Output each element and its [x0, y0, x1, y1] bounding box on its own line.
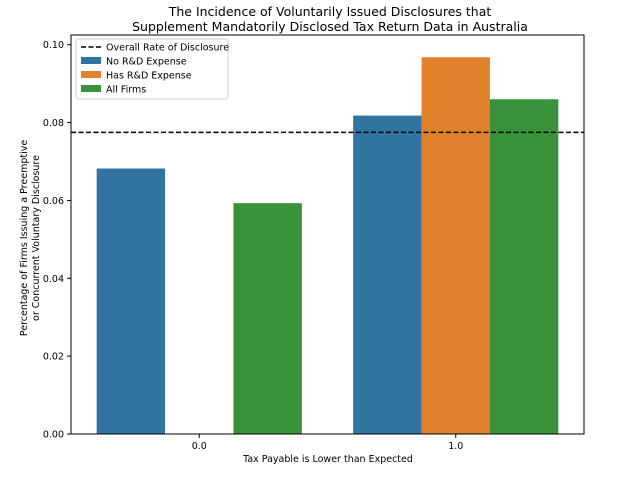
y-tick-label: 0.10 — [43, 40, 64, 51]
legend-label-reference-line: Overall Rate of Disclosure — [106, 43, 229, 54]
y-tick-label: 0.06 — [43, 196, 64, 207]
y-axis-label-line-1: Percentage of Firms Issuing a Preemptive — [19, 140, 30, 337]
bar-no-rd-expense-1-0 — [353, 115, 422, 434]
x-tick-label: 0.0 — [192, 441, 207, 452]
legend-swatch-no-rd-expense — [81, 57, 101, 64]
legend: Overall Rate of Disclosure No R&D Expens… — [75, 38, 229, 100]
y-axis-label-line-2: or Concurrent Voluntary Disclosure — [31, 155, 42, 321]
chart-title-line-1: The Incidence of Voluntarily Issued Disc… — [168, 4, 492, 19]
x-tick-label: 1.0 — [448, 441, 463, 452]
chart-title-line-2: Supplement Mandatorily Disclosed Tax Ret… — [132, 19, 528, 34]
legend-swatch-all-firms — [81, 85, 101, 92]
legend-swatch-has-rd-expense — [81, 71, 101, 78]
y-tick-label: 0.08 — [43, 118, 64, 129]
y-tick-label: 0.04 — [43, 274, 64, 285]
legend-frame — [75, 38, 229, 100]
bar-all-firms-0-0 — [233, 203, 302, 434]
y-tick-label: 0.00 — [43, 430, 64, 441]
bar-all-firms-1-0 — [489, 99, 559, 434]
y-tick-label: 0.02 — [43, 352, 64, 363]
bars-layer — [96, 57, 559, 434]
plot-frame — [70, 34, 585, 435]
axes-layer: 0.00 0.02 0.04 0.06 0.08 0.10 0.0 1.0 — [43, 34, 585, 452]
legend-label-all-firms: All Firms — [106, 85, 146, 96]
x-axis-label: Tax Payable is Lower than Expected — [242, 454, 413, 465]
legend-label-no-rd-expense: No R&D Expense — [106, 57, 187, 68]
legend-label-has-rd-expense: Has R&D Expense — [106, 71, 192, 82]
bar-no-rd-expense-0-0 — [96, 168, 166, 434]
bar-has-rd-expense-1-0 — [421, 57, 490, 434]
